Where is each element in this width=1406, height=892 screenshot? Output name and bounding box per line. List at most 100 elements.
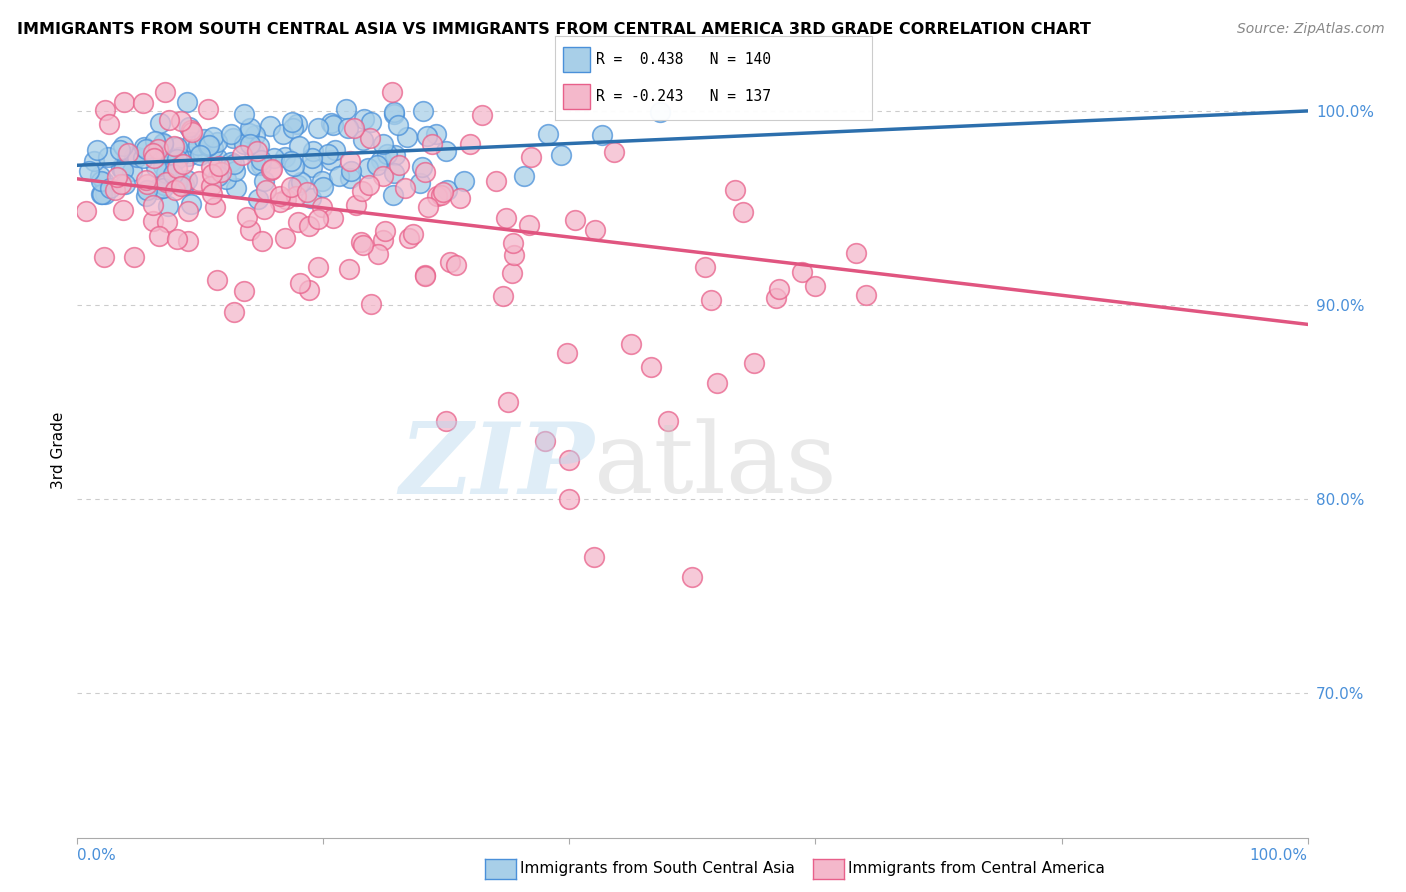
Point (768, 282, 790, 296)
FancyBboxPatch shape (564, 84, 591, 110)
Point (359, 130, 381, 145)
Point (299, 191, 322, 205)
Point (180, 196, 202, 211)
Point (246, 158, 269, 172)
Point (274, 193, 297, 207)
Point (591, 128, 613, 143)
Point (93, 174, 115, 188)
Point (157, 199, 180, 213)
Point (86, 143, 108, 157)
Point (583, 223, 606, 237)
Point (271, 128, 294, 142)
Point (260, 162, 283, 177)
Point (269, 189, 291, 203)
Point (288, 139, 311, 153)
Point (502, 235, 524, 250)
Point (322, 118, 344, 132)
Text: IMMIGRANTS FROM SOUTH CENTRAL ASIA VS IMMIGRANTS FROM CENTRAL AMERICA 3RD GRADE : IMMIGRANTS FROM SOUTH CENTRAL ASIA VS IM… (17, 22, 1091, 37)
Point (359, 178, 381, 193)
Point (136, 183, 159, 197)
Point (157, 113, 180, 128)
Point (287, 178, 309, 193)
Point (180, 146, 202, 161)
Point (285, 188, 308, 202)
Point (201, 186, 224, 201)
Point (558, 491, 581, 506)
Point (344, 198, 367, 212)
Point (172, 157, 194, 171)
Point (311, 200, 333, 214)
Point (307, 121, 329, 136)
Point (205, 273, 228, 287)
Point (657, 414, 679, 428)
Point (352, 133, 374, 147)
Point (382, 105, 405, 120)
Y-axis label: 3rd Grade: 3rd Grade (51, 412, 66, 489)
Point (550, 147, 572, 161)
Point (411, 160, 433, 174)
Point (371, 136, 394, 151)
Point (381, 85, 404, 99)
Point (453, 173, 475, 187)
Point (253, 174, 276, 188)
Point (640, 359, 662, 374)
Point (135, 142, 157, 156)
Point (98, 117, 121, 131)
Point (558, 453, 581, 467)
Point (163, 138, 186, 153)
Point (94, 186, 117, 201)
Point (323, 144, 346, 158)
Point (181, 125, 204, 139)
Point (222, 130, 245, 145)
Point (449, 191, 471, 205)
Point (188, 147, 211, 161)
Point (145, 160, 167, 174)
Point (198, 138, 221, 153)
Text: atlas: atlas (595, 418, 837, 514)
Point (252, 234, 274, 248)
Point (170, 114, 193, 128)
Point (603, 145, 626, 160)
Point (222, 304, 245, 318)
Point (316, 146, 339, 161)
Point (311, 173, 333, 187)
Point (513, 169, 536, 184)
Point (142, 146, 165, 161)
Point (108, 144, 131, 158)
Point (146, 182, 169, 196)
Point (167, 174, 190, 188)
Point (733, 205, 755, 219)
Point (191, 145, 214, 159)
Point (307, 260, 329, 274)
Point (426, 189, 449, 203)
Point (357, 161, 380, 175)
Point (91, 186, 114, 201)
Point (501, 266, 523, 280)
Point (458, 137, 481, 152)
Point (384, 148, 406, 162)
Point (418, 201, 440, 215)
Point (350, 235, 373, 249)
Point (382, 107, 405, 121)
Point (177, 149, 200, 163)
Point (339, 154, 361, 169)
Point (98, 180, 121, 194)
Point (724, 183, 747, 197)
Point (425, 127, 447, 141)
Point (124, 148, 146, 162)
Point (307, 211, 329, 226)
Point (180, 135, 202, 149)
Point (274, 150, 297, 164)
Point (620, 336, 643, 351)
Point (152, 181, 174, 195)
Point (395, 130, 418, 145)
Point (201, 141, 224, 155)
Point (238, 126, 260, 140)
Point (176, 173, 198, 187)
Point (121, 164, 143, 178)
Point (125, 150, 148, 164)
Point (148, 228, 170, 243)
Point (534, 434, 557, 448)
Point (105, 169, 128, 184)
Point (682, 569, 704, 583)
